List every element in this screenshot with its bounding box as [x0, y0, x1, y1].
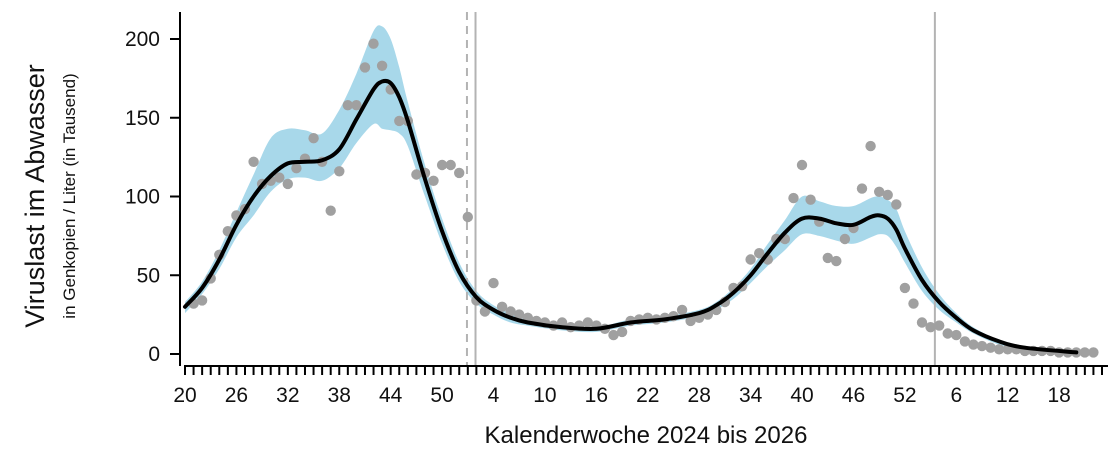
- x-tick-label: 4: [488, 384, 500, 407]
- data-point: [514, 309, 525, 320]
- x-tick-label: 16: [585, 384, 608, 407]
- data-point: [616, 326, 628, 338]
- y-tick-label: 50: [137, 264, 160, 287]
- y-axis-subtitle: in Genkopien / Liter (in Tausend): [60, 73, 79, 318]
- data-point: [359, 62, 371, 73]
- x-tick-label: 50: [430, 384, 453, 407]
- data-point: [282, 178, 293, 190]
- data-point: [582, 317, 593, 328]
- x-tick-label: 22: [636, 384, 659, 407]
- data-point: [959, 336, 971, 347]
- data-point: [505, 306, 516, 317]
- y-axis-title: Viruslast im Abwasser: [20, 64, 50, 328]
- x-tick-label: 40: [790, 384, 813, 407]
- data-point: [908, 298, 919, 309]
- data-point: [394, 115, 405, 127]
- x-tick-label: 34: [739, 384, 763, 407]
- axes: 0 50 100 150 200 20 26 32 38 44 50 4 10 16 22 28 34 40 46…: [125, 12, 1108, 407]
- data-point: [882, 189, 893, 201]
- data-point: [754, 248, 765, 259]
- data-point: [479, 306, 491, 317]
- data-point: [1088, 347, 1099, 358]
- x-tick-label: 38: [328, 384, 351, 407]
- data-point: [796, 159, 808, 171]
- data-point: [745, 254, 756, 265]
- data-point: [925, 322, 936, 333]
- data-point: [496, 301, 508, 312]
- data-point: [488, 277, 499, 289]
- data-point: [1079, 347, 1091, 358]
- data-point: [976, 340, 988, 352]
- data-point: [428, 175, 439, 186]
- data-point: [454, 167, 465, 179]
- x-tick-label: 20: [173, 384, 196, 407]
- data-point: [376, 60, 388, 71]
- data-point: [274, 172, 285, 183]
- data-points-layer: [188, 38, 1099, 358]
- data-point: [899, 282, 911, 294]
- data-point: [436, 159, 448, 171]
- x-ticks: 20 26 32 38 44 50 4 10 16 22 28 34 40 46 52 6 12 18: [173, 366, 1103, 407]
- trend-line-layer: [183, 78, 1079, 355]
- data-point: [865, 140, 876, 152]
- data-point: [608, 329, 619, 341]
- x-tick-label: 52: [893, 384, 916, 407]
- confidence-band: [185, 25, 1077, 354]
- data-point: [334, 166, 345, 177]
- data-point: [822, 252, 833, 264]
- plot-area: [183, 12, 1099, 366]
- data-point: [839, 233, 851, 245]
- data-point: [676, 304, 688, 316]
- data-point: [685, 315, 696, 327]
- x-tick-label: 10: [533, 384, 556, 407]
- x-tick-label: 12: [996, 384, 1019, 407]
- data-point: [942, 328, 953, 339]
- data-point: [351, 100, 362, 111]
- data-point: [788, 192, 799, 204]
- data-point: [248, 156, 259, 167]
- data-point: [874, 186, 885, 197]
- x-tick-label: 32: [276, 384, 299, 407]
- trend-line: [183, 78, 1079, 355]
- data-point: [445, 159, 456, 171]
- data-point: [934, 320, 945, 331]
- data-point: [993, 344, 1005, 355]
- data-point: [831, 255, 842, 267]
- data-point: [916, 317, 928, 328]
- x-tick-label: 44: [379, 384, 403, 407]
- data-point: [196, 295, 208, 306]
- x-axis-title: Kalenderwoche 2024 bis 2026: [485, 422, 808, 449]
- data-point: [856, 183, 868, 194]
- vertical-lines-layer: [465, 12, 936, 366]
- data-point: [891, 199, 902, 210]
- data-point: [985, 342, 996, 353]
- y-tick-label: 150: [125, 107, 160, 130]
- x-tick-label: 18: [1047, 384, 1070, 407]
- y-tick-label: 200: [125, 28, 160, 51]
- y-tick-label: 100: [125, 186, 160, 209]
- data-point: [462, 211, 473, 223]
- x-tick-label: 28: [688, 384, 711, 407]
- confidence-band-layer: [185, 25, 1077, 354]
- data-point: [968, 339, 979, 350]
- data-point: [951, 329, 962, 341]
- x-tick-label: 26: [225, 384, 248, 407]
- y-tick-label: 0: [148, 343, 160, 366]
- x-tick-label: 46: [842, 384, 865, 407]
- data-point: [368, 38, 379, 49]
- y-ticks: 0 50 100 150 200: [125, 28, 180, 366]
- x-tick-label: 6: [950, 384, 962, 407]
- data-point: [291, 163, 302, 174]
- data-point: [805, 194, 816, 205]
- data-point: [325, 205, 336, 216]
- data-point: [342, 100, 353, 111]
- data-point: [308, 133, 319, 144]
- data-point: [411, 169, 422, 180]
